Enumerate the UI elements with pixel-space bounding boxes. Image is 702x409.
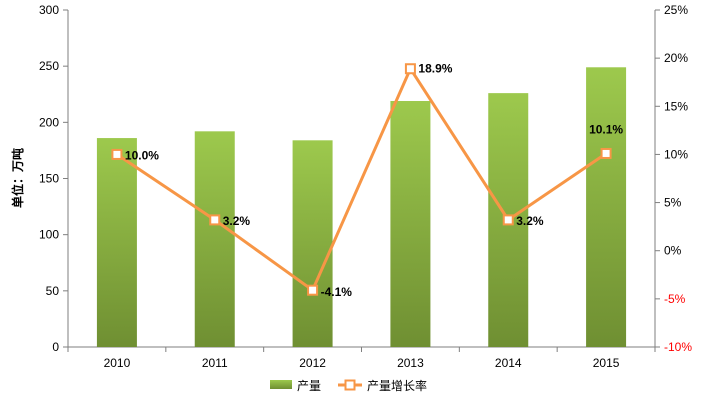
bar	[586, 67, 627, 347]
data-labels: 10.0% 3.2% -4.1% 18.9% 3.2% 10.1%	[125, 62, 624, 299]
right-tick-label: 0%	[664, 244, 682, 258]
x-tick-label: 2010	[104, 356, 131, 370]
right-tick-label: 25%	[664, 3, 688, 17]
tick-labels: 0 50 100 150 200 250 300 -10% -5% 0% 5% 10% 15% 20% 25…	[39, 3, 692, 370]
data-label: 3.2%	[223, 214, 251, 228]
x-tick-label: 2012	[299, 356, 326, 370]
line-point	[502, 214, 514, 226]
right-tick-label: -5%	[664, 292, 686, 306]
bar	[96, 138, 137, 347]
x-tick-label: 2015	[593, 356, 620, 370]
x-tick-label: 2014	[495, 356, 522, 370]
legend: 产量 产量增长率	[270, 378, 427, 393]
legend-bar-swatch	[270, 380, 292, 389]
left-tick-label: 300	[39, 3, 59, 17]
bars	[96, 67, 627, 348]
left-tick-label: 50	[46, 284, 60, 298]
left-tick-label: 200	[39, 115, 59, 129]
line-point	[209, 214, 221, 226]
right-tick-label: -10%	[664, 340, 692, 354]
bar	[194, 131, 235, 347]
legend-line-label: 产量增长率	[367, 378, 427, 393]
axes	[63, 9, 660, 352]
right-tick-label: 15%	[664, 99, 688, 113]
right-tick-label: 5%	[664, 196, 682, 210]
left-tick-label: 0	[52, 340, 59, 354]
data-label: 3.2%	[516, 214, 544, 228]
right-tick-label: 20%	[664, 51, 688, 65]
line-point	[600, 147, 612, 159]
line-point	[404, 63, 416, 75]
line-point	[307, 284, 319, 296]
data-label: 10.1%	[589, 122, 623, 136]
left-tick-label: 150	[39, 172, 59, 186]
growth-line-layer	[111, 63, 612, 296]
data-label: 18.9%	[418, 62, 452, 76]
left-tick-label: 250	[39, 59, 59, 73]
left-tick-label: 100	[39, 228, 59, 242]
x-tick-label: 2011	[202, 356, 228, 370]
right-tick-label: 10%	[664, 147, 688, 161]
y-axis-label: 单位：万吨	[10, 148, 25, 208]
x-tick-label: 2013	[397, 356, 424, 370]
data-label: -4.1%	[321, 285, 353, 299]
growth-line	[116, 67, 607, 292]
bar	[390, 100, 431, 348]
legend-line-marker	[344, 379, 356, 391]
bar	[292, 140, 333, 347]
legend-bar-label: 产量	[297, 379, 321, 393]
line-point	[111, 148, 123, 160]
data-label: 10.0%	[125, 148, 159, 162]
